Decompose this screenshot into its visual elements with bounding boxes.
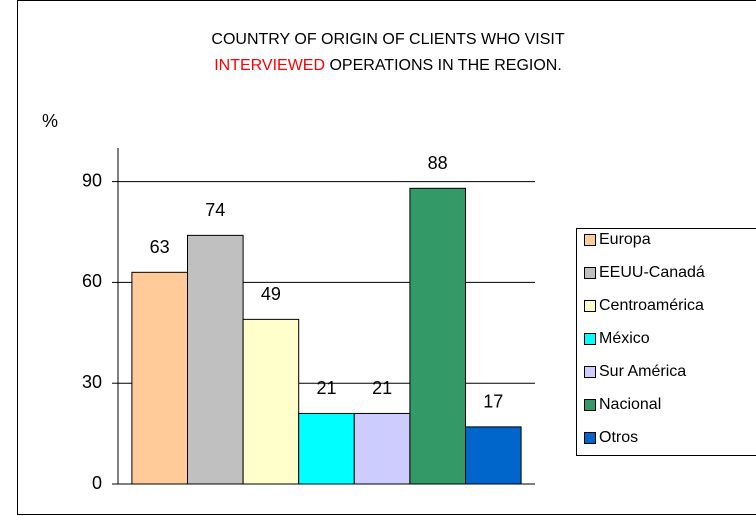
value-label: 17 xyxy=(483,392,503,412)
y-tick-label: 30 xyxy=(82,372,102,392)
chart-title: INTERVIEWED OPERATIONS IN THE REGION. xyxy=(214,57,562,74)
legend-swatch xyxy=(584,333,596,345)
legend-swatch xyxy=(584,300,596,312)
legend-label: Otros xyxy=(599,429,638,446)
legend-label: Sur América xyxy=(599,363,686,380)
y-axis-label: % xyxy=(42,111,58,131)
y-tick-label: 60 xyxy=(82,271,102,291)
legend-label: Nacional xyxy=(599,396,661,413)
value-label: 21 xyxy=(372,378,392,398)
legend-swatch xyxy=(584,366,596,378)
chart-title-rest: OPERATIONS IN THE REGION. xyxy=(329,57,561,74)
bar xyxy=(298,412,355,485)
legend-swatch xyxy=(584,432,596,444)
value-label: 74 xyxy=(205,200,225,220)
legend-label: México xyxy=(599,330,650,347)
legend-swatch xyxy=(584,267,596,279)
value-label: 49 xyxy=(261,284,281,304)
legend-label: EEUU-Canadá xyxy=(599,264,705,281)
bar xyxy=(242,318,300,485)
legend-label: Europa xyxy=(599,231,651,248)
bar xyxy=(131,271,188,485)
bar xyxy=(409,187,466,485)
y-tick-label: 0 xyxy=(92,473,102,493)
legend-label: Centroamérica xyxy=(599,297,704,314)
bar xyxy=(187,234,244,485)
value-label: 88 xyxy=(428,153,448,173)
legend-swatch xyxy=(584,399,596,411)
value-label: 21 xyxy=(316,378,336,398)
title-highlight: INTERVIEWED xyxy=(214,57,325,74)
bar xyxy=(353,412,411,485)
legend-box xyxy=(576,228,756,456)
chart-title: COUNTRY OF ORIGIN OF CLIENTS WHO VISIT xyxy=(211,31,564,48)
y-tick-label: 90 xyxy=(82,170,102,190)
legend-swatch xyxy=(584,234,596,246)
bar xyxy=(465,426,522,485)
value-label: 63 xyxy=(150,237,170,257)
